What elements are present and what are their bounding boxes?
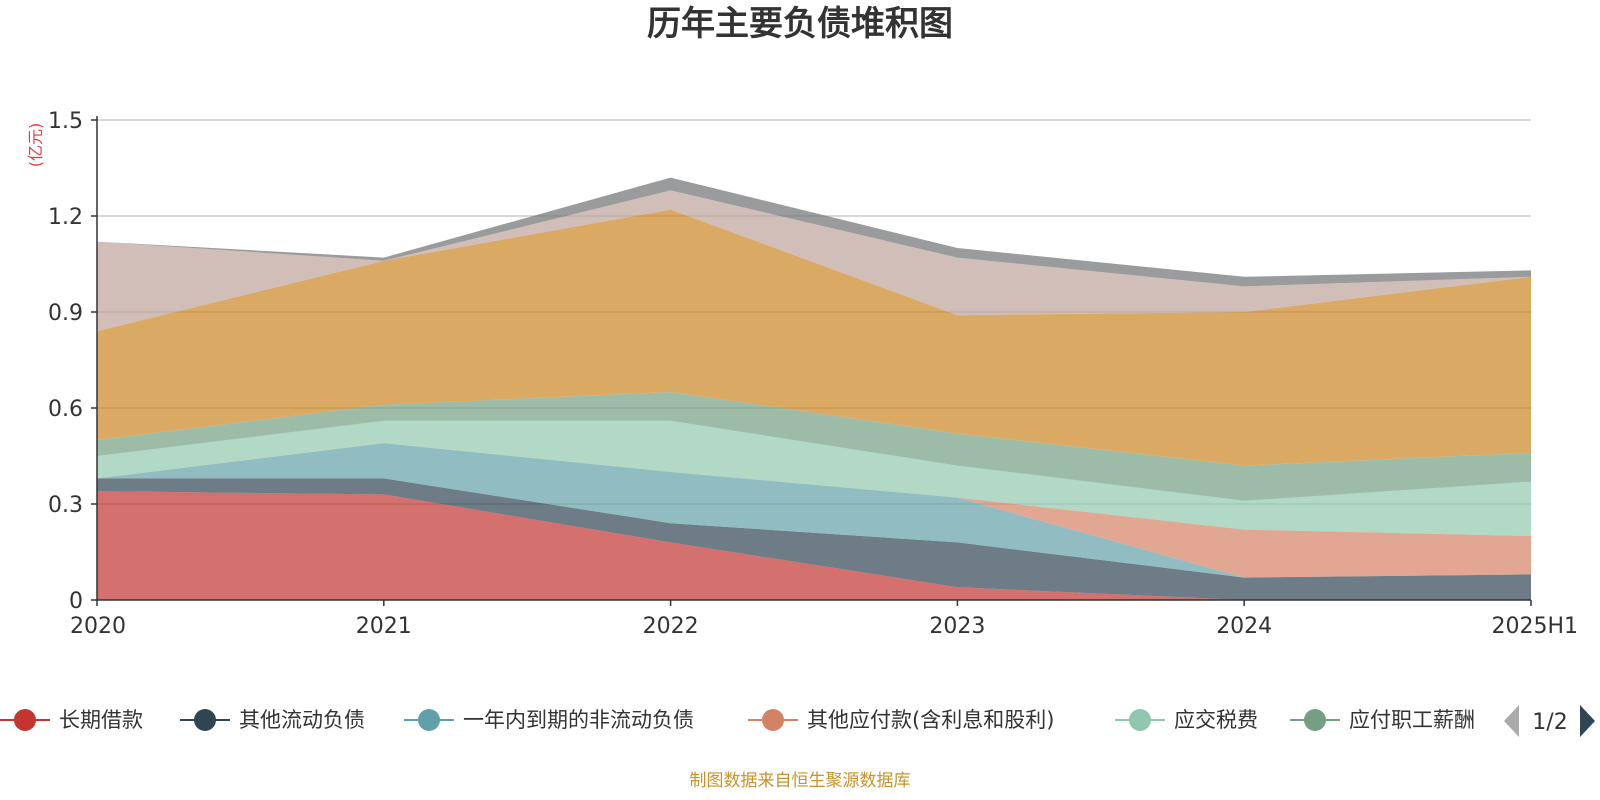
x-tick-label: 2024 — [1216, 614, 1272, 639]
y-axis-unit: (亿元) — [26, 123, 45, 168]
legend-next-icon[interactable] — [1580, 705, 1595, 737]
legend-label: 其他应付款(含利息和股利) — [807, 708, 1054, 732]
area-series-9 — [97, 177, 1531, 287]
legend-label: 一年内到期的非流动负债 — [463, 708, 694, 732]
legend-label: 长期借款 — [59, 708, 143, 732]
legend-label: 应付职工薪酬 — [1349, 708, 1475, 732]
y-tick-label: 0 — [69, 589, 83, 614]
legend-pager: 1/2 — [1504, 705, 1595, 737]
x-tick-label: 2025H1 — [1491, 614, 1578, 639]
y-tick-label: 1.5 — [48, 109, 83, 134]
legend-prev-icon[interactable] — [1504, 705, 1519, 737]
legend: 长期借款 其他流动负债 一年内到期的非流动负债 其他应付款(含利息和股利) 应交税费 应付… — [0, 708, 1475, 732]
legend-marker-icon — [762, 709, 784, 731]
area-series — [97, 177, 1531, 600]
y-tick-label: 1.2 — [48, 205, 83, 230]
x-tick-label: 2022 — [643, 614, 699, 639]
area-series-4 — [97, 443, 1531, 578]
x-tick-label: 2023 — [929, 614, 985, 639]
legend-item[interactable]: 应交税费 — [1115, 708, 1258, 732]
chart-title: 历年主要负债堆积图 — [647, 4, 953, 44]
legend-item[interactable]: 其他应付款(含利息和股利) — [748, 708, 1054, 732]
x-tick-label: 2021 — [356, 614, 412, 639]
axes: 0 0.3 0.6 0.9 1.2 1.5 2020 2021 2022 2023 2024 2025… — [48, 109, 1578, 639]
legend-page-indicator: 1/2 — [1532, 710, 1567, 735]
legend-marker-icon — [194, 709, 216, 731]
legend-marker-icon — [14, 709, 36, 731]
legend-item[interactable]: 长期借款 — [0, 708, 143, 732]
legend-item[interactable]: 应付职工薪酬 — [1290, 708, 1475, 732]
y-tick-label: 0.6 — [48, 397, 83, 422]
legend-marker-icon — [418, 709, 440, 731]
area-series-8 — [97, 190, 1531, 332]
legend-label: 应交税费 — [1174, 708, 1258, 732]
data-source-note: 制图数据来自恒生聚源数据库 — [690, 771, 911, 791]
legend-item[interactable]: 其他流动负债 — [180, 708, 365, 732]
area-series-7 — [97, 209, 1531, 466]
area-series-3 — [97, 443, 1531, 578]
legend-label: 其他流动负债 — [239, 708, 365, 732]
area-series-6 — [97, 392, 1531, 501]
legend-marker-icon — [1129, 709, 1151, 731]
x-tick-label: 2020 — [70, 614, 126, 639]
area-series-1 — [97, 491, 1531, 600]
area-series-5 — [97, 420, 1531, 536]
y-tick-label: 0.9 — [48, 301, 83, 326]
legend-item[interactable]: 一年内到期的非流动负债 — [404, 708, 694, 732]
area-series-2 — [97, 478, 1531, 600]
y-tick-label: 0.3 — [48, 493, 83, 518]
legend-marker-icon — [1304, 709, 1326, 731]
